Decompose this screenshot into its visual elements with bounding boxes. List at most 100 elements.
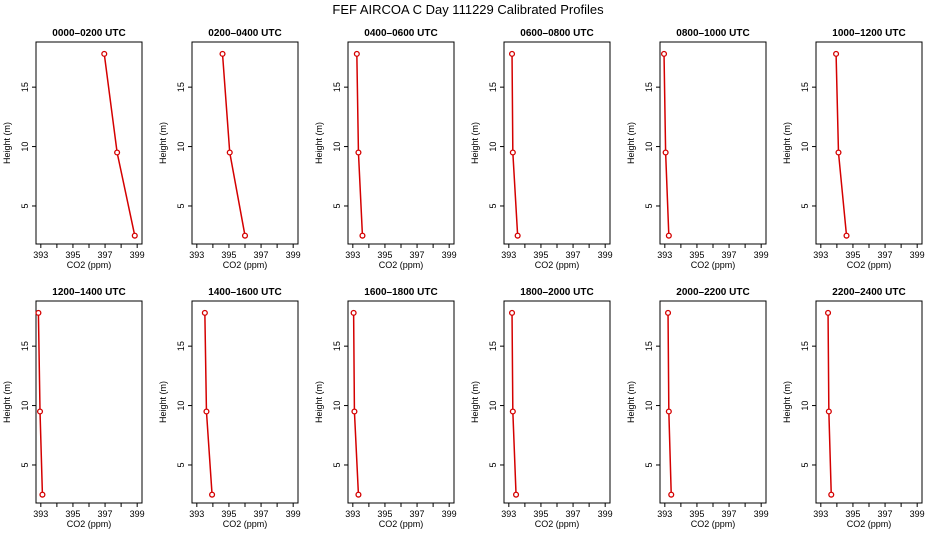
profile-line [663, 53, 670, 236]
profile-line [827, 312, 833, 495]
x-tick-label: 399 [910, 509, 925, 519]
data-point [509, 408, 516, 415]
x-axis-label: CO2 (ppm) [379, 260, 424, 270]
y-tick-label: 5 [176, 203, 186, 208]
x-tick-label: 397 [410, 509, 425, 519]
y-axis-label: Height (m) [158, 122, 168, 164]
x-tick-label: 393 [345, 509, 360, 519]
plot-frame [659, 300, 767, 504]
x-tick-label: 397 [410, 250, 425, 260]
data-point [241, 232, 249, 239]
x-tick-label: 397 [566, 250, 581, 260]
y-tick-label: 10 [20, 401, 30, 411]
profile-panel: 1200–1400 UTC 393 395 397 399 5 10 15 CO2 (ppm) H… [2, 287, 145, 529]
plot-frame [815, 41, 923, 245]
data-point [512, 491, 520, 498]
data-point [508, 309, 516, 316]
y-tick-label: 10 [488, 401, 498, 411]
y-tick-label: 5 [800, 203, 810, 208]
x-tick-label: 399 [598, 250, 613, 260]
profile-panel: 1400–1600 UTC 393 395 397 399 5 10 15 CO2 (ppm) H… [158, 287, 301, 529]
data-point [833, 50, 840, 57]
y-tick-label: 5 [332, 203, 342, 208]
y-tick-label: 10 [176, 142, 186, 152]
x-axis-label: CO2 (ppm) [847, 260, 892, 270]
plot-frame [659, 41, 767, 245]
figure-title: FEF AIRCOA C Day 111229 Calibrated Profi… [332, 2, 604, 17]
data-point [359, 232, 366, 239]
x-tick-label: 395 [689, 250, 704, 260]
y-tick-label: 5 [20, 462, 30, 467]
data-point [664, 309, 672, 316]
plot-frame [503, 300, 611, 504]
y-tick-label: 5 [644, 462, 654, 467]
plot-frame [503, 41, 611, 245]
y-tick-label: 15 [20, 82, 30, 92]
data-point [509, 149, 516, 156]
profile-line [356, 53, 364, 236]
data-point [203, 408, 210, 415]
y-tick-label: 15 [800, 341, 810, 351]
x-tick-label: 399 [754, 509, 769, 519]
panel-title: 0200–0400 UTC [208, 28, 281, 39]
x-tick-label: 399 [598, 509, 613, 519]
x-tick-label: 399 [286, 250, 301, 260]
x-axis-label: CO2 (ppm) [223, 260, 268, 270]
data-point [131, 232, 138, 239]
x-tick-label: 399 [130, 250, 145, 260]
y-tick-label: 15 [644, 341, 654, 351]
x-axis-label: CO2 (ppm) [67, 260, 112, 270]
y-tick-label: 10 [488, 142, 498, 152]
panel-title: 1600–1800 UTC [364, 287, 437, 298]
y-tick-label: 5 [176, 462, 186, 467]
x-axis-label: CO2 (ppm) [691, 519, 736, 529]
data-point [114, 149, 121, 156]
profile-panel: 1000–1200 UTC 393 395 397 399 5 10 15 CO2 (ppm) H… [782, 28, 925, 270]
panel-title: 2000–2200 UTC [676, 287, 749, 298]
y-tick-label: 10 [332, 401, 342, 411]
x-tick-label: 395 [65, 509, 80, 519]
x-tick-label: 399 [442, 250, 457, 260]
x-tick-label: 399 [754, 250, 769, 260]
x-tick-label: 397 [98, 250, 113, 260]
y-axis-label: Height (m) [2, 381, 12, 423]
plot-frame [35, 41, 143, 245]
x-tick-label: 395 [377, 250, 392, 260]
data-point [219, 50, 226, 57]
x-tick-label: 393 [345, 250, 360, 260]
profile-line [511, 53, 519, 236]
panel-title: 1200–1400 UTC [52, 287, 125, 298]
data-point [825, 408, 832, 415]
data-point [843, 232, 850, 239]
x-tick-label: 395 [845, 250, 860, 260]
y-tick-label: 10 [176, 401, 186, 411]
x-axis-label: CO2 (ppm) [67, 519, 112, 529]
profile-line [835, 53, 848, 236]
y-axis-label: Height (m) [314, 381, 324, 423]
y-tick-label: 10 [332, 142, 342, 152]
profile-panel: 1600–1800 UTC 393 395 397 399 5 10 15 CO2 (ppm) H… [314, 287, 457, 529]
data-point [828, 491, 835, 498]
y-tick-label: 10 [644, 401, 654, 411]
profile-line [103, 53, 136, 236]
data-point [514, 232, 521, 239]
data-point [201, 309, 208, 316]
profile-panel: 0600–0800 UTC 393 395 397 399 5 10 15 CO2 (ppm) H… [470, 28, 613, 270]
x-tick-label: 397 [254, 250, 269, 260]
data-point [36, 408, 44, 415]
plot-frame [815, 300, 923, 504]
panel-grid: 0000–0200 UTC 393 395 397 399 5 10 15 CO2 (ppm) H… [2, 28, 925, 529]
x-tick-label: 397 [254, 509, 269, 519]
panel-title: 1000–1200 UTC [832, 28, 905, 39]
x-tick-label: 393 [189, 250, 204, 260]
x-tick-label: 393 [33, 509, 48, 519]
data-point [660, 50, 668, 57]
x-tick-label: 393 [501, 250, 516, 260]
y-axis-label: Height (m) [782, 122, 792, 164]
y-tick-label: 5 [20, 203, 30, 208]
panel-title: 0000–0200 UTC [52, 28, 125, 39]
data-point [351, 408, 358, 415]
y-axis-label: Height (m) [470, 381, 480, 423]
x-tick-label: 393 [813, 250, 828, 260]
profile-line [352, 312, 360, 495]
